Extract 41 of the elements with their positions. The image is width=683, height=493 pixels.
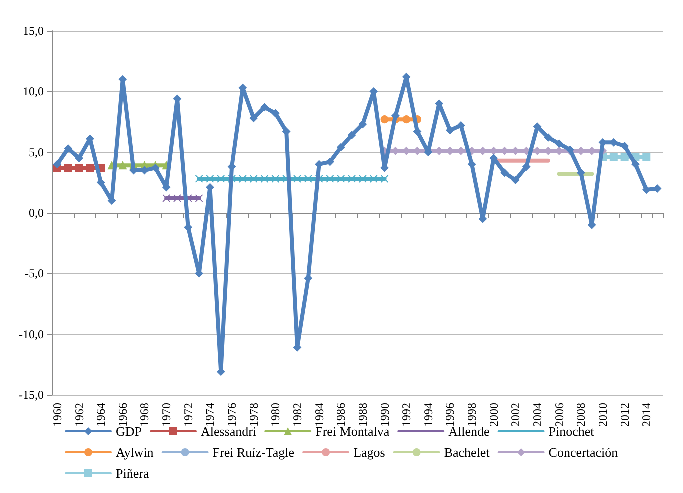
x-tick-label: 1976 — [225, 403, 240, 427]
x-tick-label: 1974 — [203, 403, 218, 427]
x-tick-label: 1986 — [334, 403, 348, 427]
x-tick-label: 1962 — [72, 403, 86, 427]
x-tick-label: 1992 — [400, 403, 414, 427]
y-tick-label: 15,0 — [23, 24, 44, 38]
y-tick-label: -5,0 — [25, 266, 44, 281]
x-tick-label: 2008 — [574, 403, 588, 427]
x-tick-label: 2000 — [486, 403, 501, 427]
x-tick-label: 1966 — [116, 403, 130, 427]
x-tick-label: 2012 — [618, 403, 632, 427]
x-tick-label: 1984 — [312, 403, 326, 427]
x-tick-label: 1982 — [290, 403, 304, 427]
legend-label: Piñera — [116, 466, 150, 481]
x-tick-label: 1964 — [94, 403, 108, 427]
x-tick-label: 2004 — [530, 403, 545, 427]
y-tick-label: 5,0 — [29, 145, 44, 160]
x-tick-label: 1990 — [378, 403, 392, 427]
x-tick-label: 1960 — [50, 403, 64, 427]
legend-label: Concertación — [548, 445, 619, 460]
x-tick-label: 1972 — [181, 403, 196, 427]
x-tick-label: 2006 — [552, 403, 566, 427]
x-tick-label: 2002 — [508, 403, 523, 427]
y-tick-label: -10,0 — [19, 327, 44, 342]
x-tick-label: 1980 — [268, 403, 283, 427]
x-tick-label: 1988 — [356, 403, 370, 427]
legend-label: Bachelet — [444, 445, 490, 460]
x-tick-label: 2014 — [640, 403, 654, 427]
y-tick-label: -15,0 — [19, 388, 44, 402]
x-tick-label: 1998 — [465, 403, 480, 427]
legend-label: Frei Ruíz-Tagle — [212, 445, 295, 460]
legend-label: Lagos — [354, 445, 386, 460]
legend-label: Aylwin — [116, 445, 154, 460]
x-tick-label: 2010 — [596, 403, 610, 427]
x-tick-label: 1968 — [138, 403, 152, 427]
x-tick-label: 1970 — [160, 403, 174, 427]
x-tick-label: 1996 — [443, 403, 458, 427]
x-tick-label: 1994 — [421, 403, 436, 427]
y-tick-label: 0,0 — [29, 206, 44, 220]
x-tick-label: 1978 — [246, 403, 261, 427]
y-tick-label: 10,0 — [23, 84, 44, 99]
